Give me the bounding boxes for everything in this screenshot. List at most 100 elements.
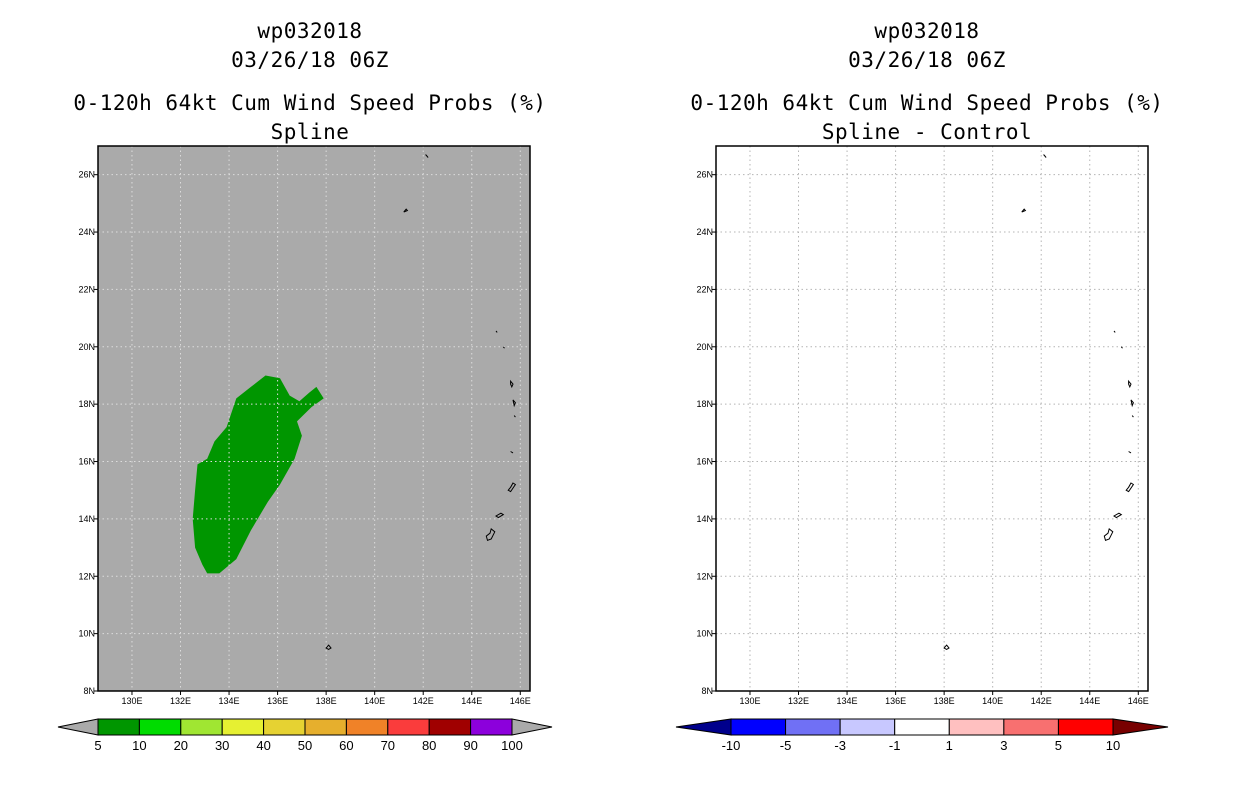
right-lon-tick-label: 138E (934, 696, 955, 706)
right-title-line-3: 0-120h 64kt Cum Wind Speed Probs (%) (690, 91, 1164, 115)
right-island-outline (1128, 379, 1132, 389)
right-colorbar-swatch (785, 718, 841, 736)
right-lon-tick-label: 140E (982, 696, 1003, 706)
right-colorbar-swatch (1057, 718, 1114, 736)
left-colorbar-label: 5 (94, 738, 101, 753)
left-lon-tick-label: 138E (316, 696, 337, 706)
left-lat-tick-label: 22N (78, 284, 95, 294)
right-colorbar-swatch (894, 718, 950, 736)
right-lat-tick-label: 26N (696, 170, 713, 180)
right-colorbar-label: -1 (889, 738, 901, 753)
left-colorbar-label: 50 (298, 738, 312, 753)
right-island-outline (1113, 512, 1123, 519)
right-island-outline (1021, 208, 1027, 213)
right-lon-tick-label: 142E (1031, 696, 1052, 706)
left-lon-tick-label: 146E (510, 696, 531, 706)
left-colorbar-swatch (138, 718, 182, 736)
left-colorbar-label: 70 (381, 738, 395, 753)
right-lon-tick-label: 144E (1079, 696, 1100, 706)
left-map-frame (97, 145, 531, 692)
right-lon-tick-label: 130E (739, 696, 760, 706)
right-colorbar-swatch (839, 718, 896, 736)
right-lon-tick-label: 134E (837, 696, 858, 706)
right-island-outline (943, 644, 950, 650)
right-island-outline (1103, 528, 1114, 542)
left-title-line-1: wp032018 (257, 19, 363, 43)
right-lat-tick-label: 10N (696, 629, 713, 639)
left-title-line-4: Spline (270, 120, 350, 144)
right-lat-tick-label: 20N (696, 342, 713, 352)
right-map-frame (715, 145, 1149, 692)
left-lat-tick-label: 10N (78, 629, 95, 639)
left-coastlines (325, 154, 517, 650)
right-colorbar-label: 10 (1106, 738, 1120, 753)
left-lat-tick-label: 24N (78, 227, 95, 237)
left-colorbar-right-triangle (511, 718, 553, 736)
right-colorbar-swatch (730, 718, 787, 736)
right-lat-tick-label: 18N (696, 399, 713, 409)
left-colorbar-label: 60 (339, 738, 353, 753)
left-colorbar-label: 20 (174, 738, 188, 753)
left-lon-tick-label: 140E (364, 696, 385, 706)
left-colorbar-label: 30 (215, 738, 229, 753)
left-colorbar-label: 90 (463, 738, 477, 753)
right-title-line-1: wp032018 (874, 19, 980, 43)
left-lon-tick-label: 142E (413, 696, 434, 706)
right-colorbar-label: 1 (946, 738, 953, 753)
left-colorbar-swatch (263, 718, 306, 736)
left-colorbar-label: 10 (132, 738, 146, 753)
left-probability-region (192, 375, 324, 574)
left-island-outline (403, 208, 409, 213)
right-lat-tick-label: 8N (701, 686, 713, 696)
left-colorbar-swatch (470, 718, 513, 736)
right-lat-tick-label: 22N (696, 284, 713, 294)
left-lat-tick-label: 8N (83, 686, 95, 696)
left-lat-tick-label: 26N (78, 170, 95, 180)
left-colorbar-swatch (180, 718, 223, 736)
right-colorbar: -10 -5 -3 -1 1 3 5 10 (675, 718, 1169, 753)
left-island-outline (485, 528, 496, 542)
left-lat-tick-label: 20N (78, 342, 95, 352)
right-island-outline (1131, 415, 1134, 418)
left-map-background (98, 146, 530, 691)
left-island-outline (510, 379, 514, 389)
right-colorbar-swatch (948, 718, 1005, 736)
left-grid (98, 146, 530, 691)
left-island-outline (510, 451, 514, 454)
right-colorbar-label: -10 (722, 738, 741, 753)
left-lon-tick-label: 132E (170, 696, 191, 706)
left-lat-tick-label: 18N (78, 399, 95, 409)
right-island-outline (1120, 346, 1123, 349)
left-colorbar-swatch (387, 718, 430, 736)
left-colorbar: 5 10 20 30 40 50 60 70 80 90 100 (57, 718, 553, 753)
left-colorbar-swatch (304, 718, 347, 736)
right-island-outline (1130, 399, 1134, 408)
left-island-outline (495, 330, 498, 333)
left-colorbar-left-triangle (57, 718, 99, 736)
right-colorbar-label: -5 (780, 738, 792, 753)
left-lon-tick-label: 136E (267, 696, 288, 706)
left-colorbar-swatch (345, 718, 389, 736)
left-island-outline (513, 415, 516, 418)
left-island-outline (425, 154, 429, 158)
right-lat-tick-label: 16N (696, 457, 713, 467)
left-colorbar-swatch (428, 718, 472, 736)
right-colorbar-label: 3 (1000, 738, 1007, 753)
left-lon-tick-label: 130E (121, 696, 142, 706)
left-map-panel: 130E 132E 134E 136E 138E 140E 142E 144E 146E 8N 10… (57, 145, 553, 753)
right-lat-tick-label: 14N (696, 514, 713, 524)
left-colorbar-label: 100 (501, 738, 523, 753)
right-title-line-2: 03/26/18 06Z (848, 48, 1006, 72)
left-island-outline (502, 346, 505, 349)
left-lat-tick-label: 16N (78, 457, 95, 467)
left-lon-tick-label: 144E (461, 696, 482, 706)
right-lat-tick-label: 24N (696, 227, 713, 237)
right-map-background (716, 146, 1148, 691)
right-map-panel: 130E 132E 134E 136E 138E 140E 142E 144E 146E 8N 10… (675, 145, 1169, 753)
left-island-outline (495, 512, 505, 519)
right-lon-tick-label: 136E (885, 696, 906, 706)
right-lat-tick-label: 12N (696, 571, 713, 581)
right-grid (716, 146, 1148, 691)
left-island-outline (507, 482, 517, 493)
